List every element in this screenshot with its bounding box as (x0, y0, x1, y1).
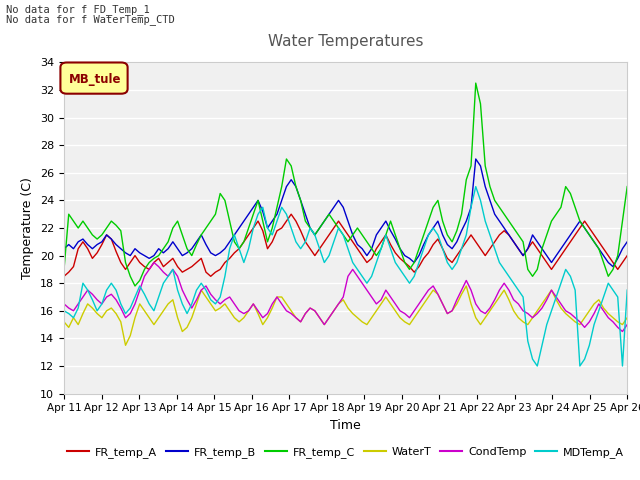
X-axis label: Time: Time (330, 419, 361, 432)
Text: Water Temperatures: Water Temperatures (268, 34, 423, 48)
Legend: FR_temp_A, FR_temp_B, FR_temp_C, WaterT, CondTemp, MDTemp_A: FR_temp_A, FR_temp_B, FR_temp_C, WaterT,… (63, 442, 628, 462)
Text: MB_tule: MB_tule (68, 73, 121, 86)
Text: No data for f WaterTemp_CTD: No data for f WaterTemp_CTD (6, 13, 175, 24)
Text: No data for f FD_Temp_1: No data for f FD_Temp_1 (6, 4, 150, 15)
Y-axis label: Temperature (C): Temperature (C) (22, 177, 35, 279)
